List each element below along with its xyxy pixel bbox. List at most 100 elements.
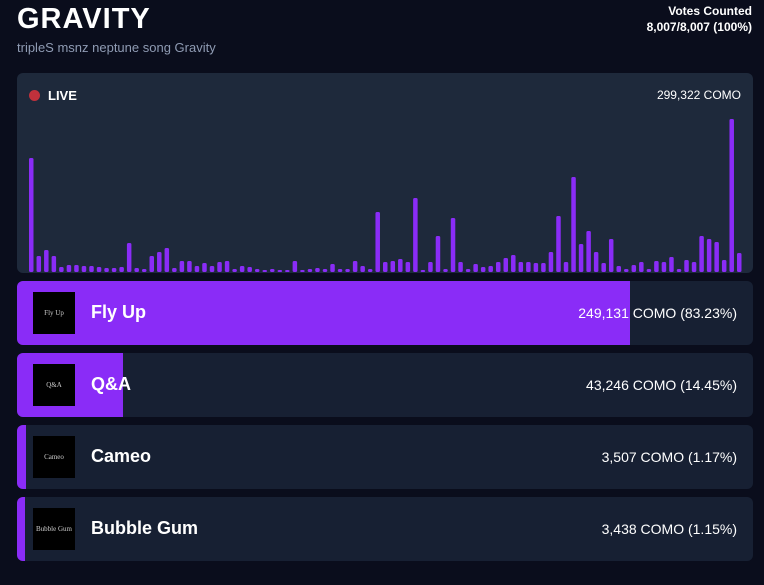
bar (654, 261, 659, 272)
bar (571, 177, 576, 272)
option-row[interactable]: Q&A Q&A 43,246 COMO (14.45%) (17, 353, 753, 417)
bar (699, 236, 704, 272)
option-row[interactable]: Cameo Cameo 3,507 COMO (1.17%) (17, 425, 753, 489)
bar (367, 269, 373, 272)
bar (556, 216, 561, 272)
bar (179, 261, 185, 272)
bar (285, 270, 290, 272)
bar (413, 198, 418, 272)
bar (330, 264, 335, 272)
bar (59, 267, 64, 272)
bar (337, 269, 343, 272)
option-name: Q&A (91, 374, 131, 394)
bar (217, 262, 222, 272)
bar (495, 262, 501, 272)
bar (126, 243, 132, 272)
bar (360, 266, 365, 272)
bar (322, 269, 328, 272)
bar (443, 269, 448, 272)
live-label: LIVE (48, 88, 77, 103)
bar (81, 266, 87, 272)
percent-bar (17, 425, 26, 489)
bar (119, 267, 124, 272)
option-name: Cameo (91, 446, 152, 466)
option-row[interactable]: Bubble Gum Bubble Gum 3,438 COMO (1.15%) (17, 497, 753, 561)
bar (631, 265, 637, 272)
bar (488, 266, 493, 272)
bar (578, 244, 584, 272)
bar (277, 270, 283, 272)
bar (307, 269, 313, 272)
bar (164, 248, 170, 272)
bar (518, 262, 524, 272)
bar (533, 263, 539, 272)
bar (624, 269, 629, 272)
bar (96, 267, 102, 272)
live-dot (29, 90, 40, 101)
bar (684, 260, 689, 272)
bar (398, 259, 403, 272)
bar (503, 258, 509, 272)
bar (74, 265, 79, 272)
bar (345, 269, 350, 272)
bar (691, 262, 697, 272)
bar (300, 270, 305, 272)
bar (247, 267, 252, 272)
bar (450, 218, 456, 272)
bar (352, 261, 358, 272)
thumbnail: Fly Up (33, 292, 75, 334)
bar (676, 269, 682, 272)
bar (36, 256, 42, 272)
bar (526, 262, 531, 272)
bar (420, 270, 426, 272)
bar (209, 266, 215, 272)
bar (601, 263, 606, 272)
option-row[interactable]: Fly Up Fly Up 249,131 COMO (83.23%) (17, 281, 753, 345)
live-total: 299,322 COMO (656, 88, 741, 102)
option-name: Fly Up (91, 302, 147, 322)
subtitle: tripleS msnz neptune song Gravity (17, 40, 216, 55)
bar (104, 268, 109, 272)
thumbnail: Q&A (33, 364, 75, 406)
bar (435, 236, 441, 272)
bar (157, 252, 162, 272)
bar (593, 252, 599, 272)
bar (586, 231, 591, 272)
bar (89, 266, 94, 272)
bar (187, 261, 192, 272)
bar (111, 268, 117, 272)
option-result: 3,507 COMO (1.17%) (601, 449, 737, 465)
bar (721, 260, 727, 272)
bar (480, 267, 486, 272)
bar (270, 269, 275, 272)
bar (616, 266, 621, 272)
bar (548, 252, 554, 272)
bar (608, 239, 614, 272)
live-panel: LIVE 299,322 COMO (17, 73, 753, 273)
bar (511, 255, 516, 272)
bar (729, 119, 734, 272)
bar (541, 263, 546, 272)
bar (239, 266, 245, 272)
bar (51, 256, 57, 272)
bar (149, 256, 155, 272)
bar (375, 212, 380, 272)
bar (232, 269, 237, 272)
bar (563, 262, 569, 272)
thumbnail: Cameo (33, 436, 75, 478)
option-result: 3,438 COMO (1.15%) (601, 521, 737, 537)
bar (669, 257, 674, 272)
bar (405, 262, 411, 272)
bar (458, 262, 463, 272)
option-name: Bubble Gum (91, 518, 198, 538)
bar (714, 242, 719, 272)
option-result: 43,246 COMO (14.45%) (586, 377, 737, 393)
title: GRAVITY (17, 3, 151, 35)
bar (646, 269, 652, 272)
bar (254, 269, 260, 272)
bar (473, 264, 478, 272)
percent-bar (17, 497, 26, 561)
percent-bar (17, 281, 630, 345)
bar (639, 262, 644, 272)
